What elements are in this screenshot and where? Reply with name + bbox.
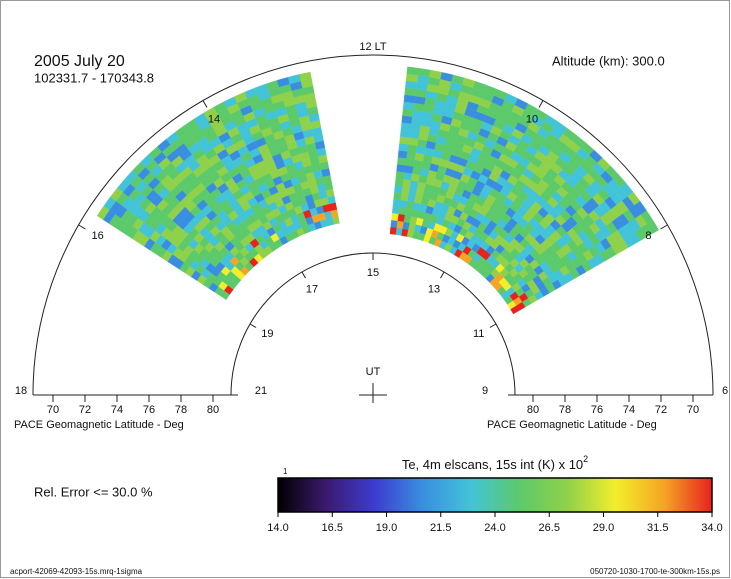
lat-label: 72	[655, 404, 667, 416]
colorbar-label: 31.5	[647, 522, 668, 534]
ut-label: 9	[482, 385, 488, 397]
altitude: Altitude (km): 300.0	[552, 53, 665, 68]
fan-cell	[401, 185, 410, 195]
ut-tick	[301, 271, 306, 279]
footer-right: 050720-1030-1700-te-300km-15s.ps	[590, 567, 720, 576]
colorbar-title-text: Te, 4m elscans, 15s int (K) x 10	[402, 457, 583, 472]
colorbar-label: 29.0	[593, 522, 614, 534]
fan-cell	[402, 178, 412, 188]
colorbar-label: 19.0	[376, 522, 397, 534]
fan-cell	[395, 171, 405, 180]
lat-label: 70	[687, 404, 699, 416]
fan-cell	[391, 205, 400, 214]
colorbar-label: 14.0	[267, 522, 288, 534]
lt-tick	[78, 224, 86, 230]
lat-label: 74	[623, 404, 635, 416]
lt-label: 8	[645, 230, 651, 242]
fan-cell	[398, 206, 407, 215]
lt-label: 16	[91, 230, 103, 242]
lat-label: 80	[207, 404, 219, 416]
ut-title: UT	[366, 366, 381, 378]
fan-cell	[394, 178, 404, 187]
lat-title-left: PACE Geomagnetic Latitude - Deg	[14, 419, 184, 431]
lat-label: 76	[143, 404, 155, 416]
fan-cell	[400, 122, 412, 131]
fan-cell	[398, 143, 409, 152]
outer-arc	[32, 54, 714, 396]
colorbar-label: 21.5	[430, 522, 451, 534]
ut-tick	[440, 271, 445, 279]
fan-cell	[401, 115, 413, 124]
lat-label: 74	[111, 404, 123, 416]
fan-cell	[404, 207, 413, 217]
colorbar-label: 34.0	[701, 522, 722, 534]
lt-tick	[660, 224, 668, 230]
colorbar	[277, 477, 713, 513]
fan-cell	[393, 191, 402, 201]
fan-cell	[391, 212, 399, 221]
fan-cell	[399, 136, 410, 145]
fan-cell	[389, 226, 397, 235]
lt-tick	[202, 100, 208, 108]
ut-label: 15	[367, 267, 379, 279]
fan-cell	[403, 94, 416, 104]
fan-cell	[399, 199, 408, 209]
fan-cell	[402, 108, 414, 117]
fan-cell	[405, 200, 415, 210]
ut-label: 19	[261, 328, 273, 340]
fan-cell	[397, 150, 408, 159]
fan-cell	[402, 101, 415, 110]
date: 2005 July 20	[34, 53, 125, 70]
lat-label: 80	[527, 404, 539, 416]
colorbar-superscript: 2	[583, 454, 588, 464]
lt-title: 12 LT	[359, 41, 387, 53]
colorbar-label: 24.0	[484, 522, 505, 534]
colorbar-corner: 1	[283, 467, 288, 476]
ut-tick	[249, 323, 257, 328]
ut-label: 17	[306, 283, 318, 295]
lt-label: 18	[15, 385, 27, 397]
lt-label: 14	[208, 114, 220, 126]
time-range: 102331.7 - 170343.8	[34, 70, 154, 85]
lat-label: 70	[47, 404, 59, 416]
fan-cell	[404, 165, 414, 174]
fan-cell	[390, 219, 398, 228]
fan-cell	[400, 192, 409, 202]
fan-cell	[403, 172, 413, 181]
fan-cell	[406, 66, 420, 76]
lat-label: 72	[79, 404, 91, 416]
fan-cell	[400, 129, 411, 138]
fan-cell	[405, 158, 415, 167]
fan-cell	[397, 157, 407, 166]
lat-label: 78	[559, 404, 571, 416]
rel-error: Rel. Error <= 30.0 %	[34, 484, 153, 499]
fan-cell	[404, 87, 417, 97]
radar-fans	[96, 66, 659, 315]
fan-cell	[397, 213, 405, 222]
lat-label: 78	[175, 404, 187, 416]
fan-cell	[392, 198, 401, 208]
colorbar-title: Te, 4m elscans, 15s int (K) x 102	[402, 454, 588, 472]
colorbar-label: 16.5	[322, 522, 343, 534]
lt-tick	[538, 100, 544, 108]
lat-label: 76	[591, 404, 603, 416]
lt-label: 10	[526, 114, 538, 126]
ut-label: 21	[255, 385, 267, 397]
lat-title-right: PACE Geomagnetic Latitude - Deg	[487, 419, 657, 431]
lt-label: 6	[722, 385, 728, 397]
ut-tick	[489, 323, 497, 328]
colorbar-label: 26.5	[539, 522, 560, 534]
fan-cell	[395, 227, 403, 236]
fan-cell	[396, 220, 404, 229]
fan-cell	[96, 206, 110, 220]
ut-label: 11	[473, 328, 484, 340]
footer-left: acport-42069-42093-15s.mrq-1sigma	[10, 567, 143, 576]
fan-cell	[394, 184, 403, 194]
fan-cell	[396, 164, 406, 173]
ut-label: 13	[428, 283, 440, 295]
